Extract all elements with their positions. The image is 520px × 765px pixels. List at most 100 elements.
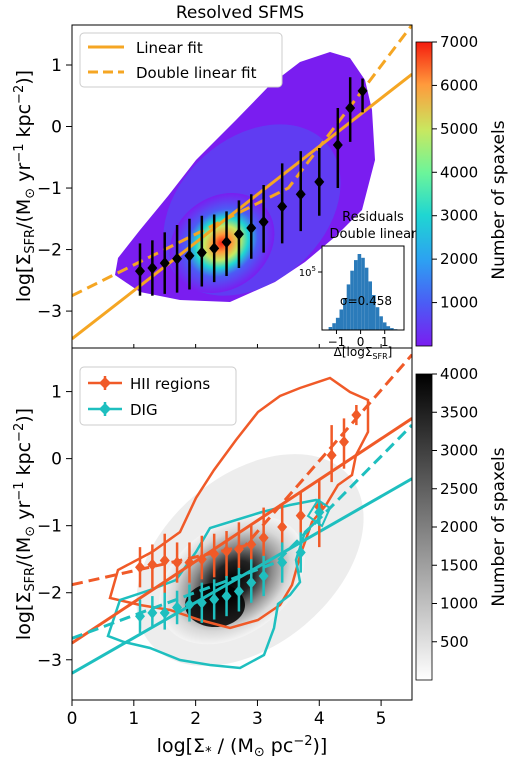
legend-hii-label: HII regions — [130, 375, 210, 393]
bottom-colorbar-label: Number of spaxels — [489, 447, 509, 606]
top-ytick-label: 0 — [51, 118, 62, 138]
dig-median-marker — [159, 606, 170, 619]
bottom-plot-frame — [71, 347, 413, 701]
dig-median-marker — [277, 556, 288, 569]
bottom-ytick-label: 0 — [51, 450, 62, 470]
legend-linear-fit-label: Linear fit — [136, 39, 203, 57]
inset-hist-bar — [364, 267, 369, 330]
dig-median-marker — [147, 606, 158, 619]
legend-double-linear-fit-label: Double linear fit — [136, 64, 257, 82]
bottom-xtick-label: 3 — [252, 709, 263, 729]
inset-hist-bar — [354, 260, 358, 330]
legend-dig-label: DIG — [130, 401, 158, 419]
inset-xtick-label: 1 — [381, 335, 389, 349]
hii-median-marker — [159, 554, 170, 567]
inset-xtick-label: 0 — [357, 335, 365, 349]
inset-hist-bar — [343, 298, 347, 330]
bottom-y-axis-label: log[ΣSFR/(M⊙ yr−1 kpc−2)] — [12, 408, 38, 640]
top-panel: Resolved SFMS −3 −2 −1 0 1 log[ΣSFR/(M⊙ yr−1… — [12, 3, 509, 361]
bottom-xtick-label: 4 — [314, 709, 325, 729]
inset-hist-bar — [335, 317, 340, 330]
top-colorbar-bar — [415, 41, 433, 347]
top-median-marker — [147, 262, 158, 275]
dig-median-marker — [233, 585, 244, 598]
inset-frame — [321, 245, 405, 331]
bottom-colorbar-tick-label: 4000 — [440, 365, 478, 383]
inset-hist-bar — [368, 281, 372, 330]
hii-median-marker — [258, 531, 269, 544]
inset-sigma-annotation: σ=0.458 — [340, 294, 392, 308]
bottom-colorbar-tick-label: 3500 — [440, 403, 478, 421]
dig-median-marker — [314, 506, 325, 519]
inset-hist-bar — [328, 327, 333, 330]
inset-hist-bar — [339, 309, 344, 330]
bottom-panel: −3 −2 −1 0 1 0 1 2 3 4 5 log[ΣSFR/(M⊙ yr−1 kpc−2)… — [12, 347, 509, 760]
linear-fit-line — [72, 73, 412, 340]
inset-hist-bar — [375, 307, 380, 330]
bottom-xtick-label: 5 — [376, 709, 387, 729]
hii-median-marker — [209, 547, 220, 560]
hii-median-marker — [233, 543, 244, 556]
top-heatmap — [115, 52, 375, 302]
inset-hist-bar — [382, 322, 387, 330]
top-colorbar: 1000 2000 3000 4000 5000 6000 7000 Number of s… — [415, 33, 509, 347]
top-colorbar-tick-label: 2000 — [440, 250, 478, 268]
hii-contour — [108, 376, 370, 630]
top-median-marker — [135, 265, 145, 278]
bottom-colorbar-tick-label: 500 — [440, 633, 469, 651]
hii-median-marker — [147, 558, 158, 571]
inset-hist-bar — [332, 323, 336, 330]
hii-median-marker — [135, 561, 145, 574]
hii-median-marker — [196, 553, 207, 566]
dig-median-marker — [246, 576, 257, 589]
dig-median-marker — [258, 569, 269, 582]
top-median-marker — [357, 84, 368, 97]
hii-median-marker — [246, 538, 257, 551]
bottom-colorbar-tick-label: 3000 — [440, 442, 478, 460]
top-median-marker — [209, 242, 220, 255]
legend-hii-marker — [99, 377, 111, 389]
bottom-x-axis-label: log[Σ* / (M⊙ pc−2)] — [157, 734, 328, 760]
dig-median-marker — [295, 546, 306, 559]
hii-median-marker — [295, 509, 306, 522]
top-ytick-label: 1 — [51, 56, 62, 76]
top-fit-lines — [72, 25, 412, 340]
top-median-marker — [345, 102, 356, 115]
dig-median-marker — [209, 593, 220, 606]
bottom-colorbar-tick-label: 1500 — [440, 556, 478, 574]
top-median-marker — [332, 138, 343, 151]
inset-hist-bar — [390, 328, 394, 330]
top-colorbar-tick-label: 1000 — [440, 294, 478, 312]
bottom-colorbar-ticks: 500 1000 1500 2000 2500 3000 3500 4000 — [432, 365, 478, 651]
top-colorbar-tick-label: 6000 — [440, 76, 478, 94]
bottom-binned-medians — [135, 404, 362, 633]
top-median-marker — [258, 215, 269, 228]
dig-linear-fit-line — [72, 477, 412, 675]
inset-hist-bar — [372, 295, 376, 330]
residuals-inset: Residuals Double linear 105 −1 0 1 σ=0.458… — [299, 210, 417, 361]
hii-median-marker — [184, 556, 195, 569]
hii-median-marker — [339, 435, 349, 448]
top-median-marker — [221, 236, 232, 249]
top-colorbar-tick-label: 7000 — [440, 33, 478, 51]
inset-ytick-label: 105 — [299, 265, 316, 279]
bottom-ytick-label: −1 — [37, 517, 62, 537]
hii-median-marker — [326, 449, 337, 462]
bottom-ytick-label: −2 — [37, 584, 62, 604]
top-median-marker — [314, 175, 325, 188]
top-legend: Linear fit Double linear fit — [79, 32, 283, 88]
hii-median-marker — [221, 545, 232, 558]
top-binned-medians — [135, 77, 368, 296]
top-median-marker — [246, 222, 257, 235]
inset-hist-bar — [386, 326, 391, 330]
bottom-ytick-label: −3 — [37, 651, 62, 671]
legend-dig-marker — [99, 403, 111, 415]
dig-median-marker — [196, 596, 207, 609]
top-median-marker — [172, 252, 183, 265]
bottom-x-axis: 0 1 2 3 4 5 — [67, 700, 387, 729]
inset-hist-bar — [346, 284, 351, 330]
bottom-legend-box — [79, 366, 237, 426]
bottom-legend: HII regions DIG — [79, 366, 237, 426]
top-x-ticks — [71, 344, 382, 348]
